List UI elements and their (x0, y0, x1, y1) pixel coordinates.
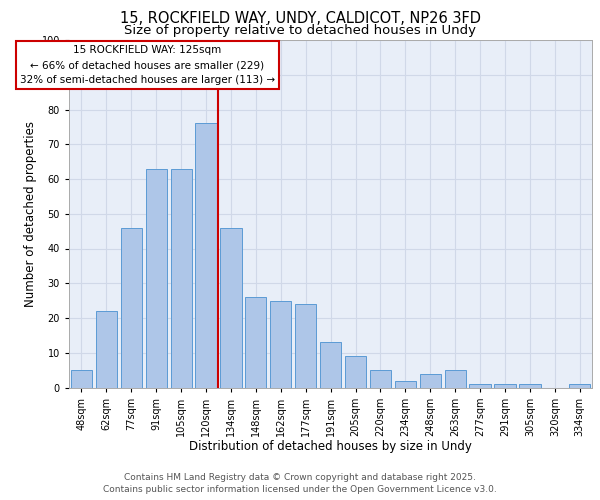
Text: Contains public sector information licensed under the Open Government Licence v3: Contains public sector information licen… (103, 485, 497, 494)
Bar (395, 380, 416, 388)
Bar (320, 342, 341, 388)
Bar (220, 228, 242, 388)
Bar (469, 384, 491, 388)
Bar (419, 374, 441, 388)
Bar (520, 384, 541, 388)
Text: Contains HM Land Registry data © Crown copyright and database right 2025.: Contains HM Land Registry data © Crown c… (124, 472, 476, 482)
Bar (445, 370, 466, 388)
Text: 15, ROCKFIELD WAY, UNDY, CALDICOT, NP26 3FD: 15, ROCKFIELD WAY, UNDY, CALDICOT, NP26 … (119, 11, 481, 26)
Bar (196, 124, 217, 388)
Bar (370, 370, 391, 388)
Bar (295, 304, 316, 388)
Bar (270, 300, 292, 388)
Bar (96, 311, 117, 388)
Bar (569, 384, 590, 388)
Bar (245, 297, 266, 388)
Bar (146, 168, 167, 388)
Text: Size of property relative to detached houses in Undy: Size of property relative to detached ho… (124, 24, 476, 37)
Bar (345, 356, 366, 388)
X-axis label: Distribution of detached houses by size in Undy: Distribution of detached houses by size … (189, 440, 472, 453)
Bar (71, 370, 92, 388)
Bar (170, 168, 192, 388)
Text: 15 ROCKFIELD WAY: 125sqm
← 66% of detached houses are smaller (229)
32% of semi-: 15 ROCKFIELD WAY: 125sqm ← 66% of detach… (20, 45, 275, 85)
Bar (121, 228, 142, 388)
Bar (494, 384, 515, 388)
Y-axis label: Number of detached properties: Number of detached properties (25, 120, 37, 306)
